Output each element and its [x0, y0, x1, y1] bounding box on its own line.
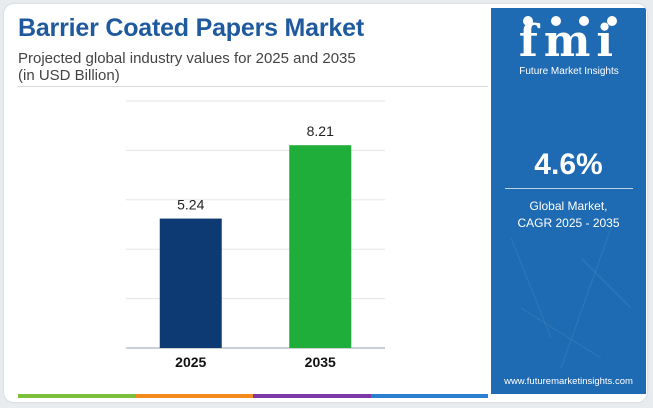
logo-mark: fmi — [518, 16, 620, 67]
page-title: Barrier Coated Papers Market — [18, 14, 364, 42]
page-subtitle: Projected global industry values for 202… — [18, 50, 356, 84]
sidebar-panel: fmi Future Market Insights 4.6% Global M… — [491, 8, 646, 394]
logo-dot-icon — [579, 16, 589, 26]
color-bar-segment — [135, 394, 253, 398]
x-tick-label-2035: 2035 — [305, 354, 336, 370]
color-bar-segment — [370, 394, 488, 398]
logo-dot-icon — [523, 16, 533, 26]
fmi-logo: fmi Future Market Insights — [511, 16, 627, 77]
infographic-card: Barrier Coated Papers Market Projected g… — [4, 4, 647, 402]
header-divider — [18, 86, 488, 87]
bar-chart: 5.24 2025 8.21 2035 — [126, 100, 385, 370]
cagr-divider — [505, 188, 633, 189]
color-bar-segment — [253, 394, 371, 398]
logo-dot-icon — [607, 16, 617, 26]
cagr-label: Global Market, CAGR 2025 - 2035 — [491, 198, 646, 232]
bar-2025 — [159, 218, 222, 348]
bottom-color-bar — [18, 394, 488, 398]
logo-dot-icon — [551, 16, 561, 26]
subtitle-line-1: Projected global industry values for 202… — [18, 50, 356, 67]
cagr-label-line-1: Global Market, — [529, 199, 608, 213]
subtitle-line-2: (in USD Billion) — [18, 67, 120, 84]
data-label-2025: 5.24 — [177, 197, 204, 213]
color-bar-segment — [18, 394, 136, 398]
website-link[interactable]: www.futuremarketinsights.com — [504, 376, 633, 387]
data-label-2035: 8.21 — [307, 123, 334, 139]
x-tick-label-2025: 2025 — [175, 354, 206, 370]
cagr-value: 4.6% — [534, 148, 603, 181]
logo-icons — [515, 16, 623, 28]
cagr-label-line-2: CAGR 2025 - 2035 — [517, 216, 620, 230]
bar-2035 — [289, 145, 352, 348]
sidebar-texture — [510, 227, 632, 369]
logo-text: Future Market Insights — [519, 66, 619, 77]
